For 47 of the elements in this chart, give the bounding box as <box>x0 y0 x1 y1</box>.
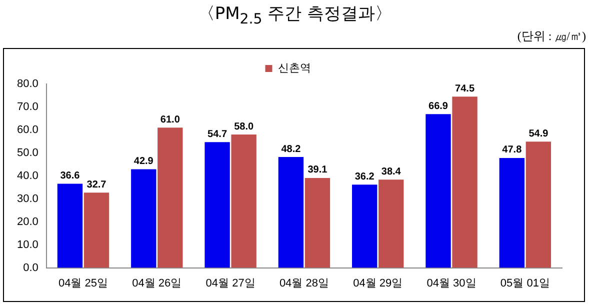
y-tick-label: 20.0 <box>16 216 38 228</box>
bar <box>131 169 156 268</box>
bar <box>204 142 230 268</box>
data-label: 47.8 <box>502 144 522 156</box>
y-tick-label: 0.0 <box>23 262 38 274</box>
data-label: 38.4 <box>381 166 402 178</box>
bar <box>84 192 110 268</box>
y-tick-label: 80.0 <box>16 78 38 90</box>
data-label: 74.5 <box>455 83 475 94</box>
data-label: 42.9 <box>134 156 154 167</box>
legend-label: 신촌역 <box>278 62 311 75</box>
bar <box>304 178 330 268</box>
x-tick-label: 04월 30일 <box>426 277 476 290</box>
x-tick-label: 04월 25일 <box>58 277 108 290</box>
data-label: 58.0 <box>234 121 254 132</box>
x-tick-label: 04월 28일 <box>279 277 329 290</box>
data-label: 66.9 <box>428 100 448 112</box>
y-tick-label: 50.0 <box>16 146 38 159</box>
data-label: 48.2 <box>281 144 302 155</box>
y-tick-label: 70.0 <box>16 101 38 114</box>
data-label: 36.6 <box>60 170 80 182</box>
bar <box>231 134 256 268</box>
bar <box>352 184 378 268</box>
x-tick-label: 04월 27일 <box>206 277 256 290</box>
bar <box>57 184 83 268</box>
bar <box>499 158 525 268</box>
data-label: 61.0 <box>160 114 180 126</box>
bar <box>426 114 451 268</box>
bar <box>526 142 552 268</box>
bar <box>158 128 183 268</box>
chart-title: 〈PM$_{2.5}$ 주간 측정결과〉 <box>196 3 394 28</box>
y-tick-label: 60.0 <box>16 124 38 136</box>
bar <box>378 180 404 268</box>
data-label: 54.7 <box>208 128 228 140</box>
bar <box>278 157 304 268</box>
data-label: 32.7 <box>86 179 107 190</box>
data-label: 39.1 <box>308 164 328 176</box>
bar <box>452 96 478 268</box>
data-label: 36.2 <box>354 171 375 182</box>
x-tick-label: 04월 26일 <box>132 277 182 290</box>
y-tick-label: 40.0 <box>16 170 38 182</box>
x-tick-label: 04월 29일 <box>353 277 403 290</box>
data-label: 54.9 <box>528 128 549 140</box>
text: (단위 : ㎍/㎥) <box>517 28 586 45</box>
y-tick-label: 30.0 <box>16 192 38 205</box>
x-tick-label: 05월 01일 <box>500 277 550 290</box>
y-tick-label: 10.0 <box>16 238 38 251</box>
